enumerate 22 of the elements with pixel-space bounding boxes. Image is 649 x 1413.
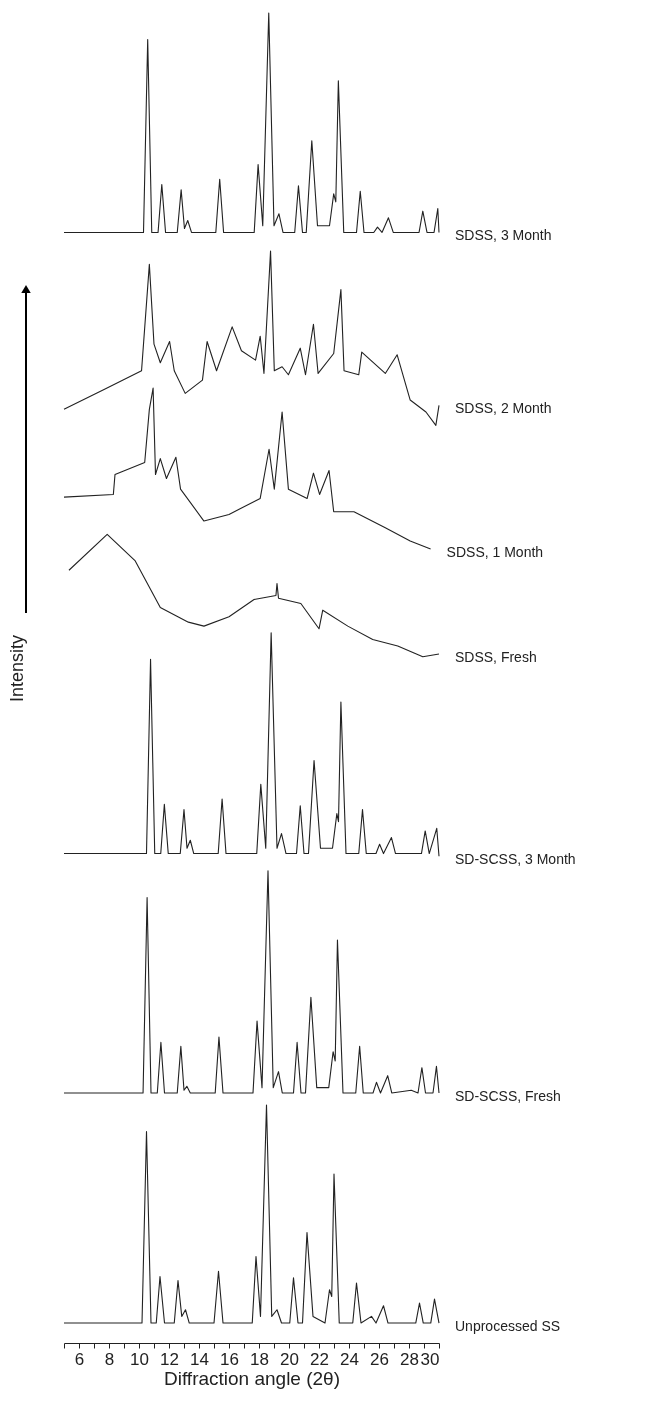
x-tick-label: 30 (420, 1349, 440, 1369)
x-tick-label: 16 (220, 1349, 239, 1369)
series-label: SDSS, 1 Month (446, 543, 544, 560)
x-tick-label: 28 (400, 1349, 419, 1369)
series-label: SDSS, Fresh (455, 649, 537, 666)
series-label: SDSS, 3 Month (455, 227, 552, 244)
x-tick-label: 10 (130, 1349, 149, 1369)
x-tick-label: 26 (370, 1349, 389, 1369)
x-axis-title: Diffraction angle (2θ) (163, 1367, 341, 1389)
x-tick-label: 8 (104, 1349, 115, 1369)
x-tick-label: 20 (280, 1349, 299, 1369)
series-label: SD-SCSS, Fresh (455, 1087, 561, 1104)
series-label: SD-SCSS, 3 Month (455, 851, 576, 868)
y-axis-title: Intensity (6, 634, 27, 703)
x-tick-label: 14 (190, 1349, 209, 1369)
x-tick-label: 22 (310, 1349, 329, 1369)
x-tick-label: 24 (340, 1349, 359, 1369)
series-label: SDSS, 2 Month (455, 400, 552, 417)
x-tick-label: 18 (250, 1349, 269, 1369)
series-label: Unprocessed SS (455, 1318, 561, 1335)
x-tick-label: 12 (160, 1349, 179, 1369)
x-tick-label: 6 (74, 1349, 85, 1369)
